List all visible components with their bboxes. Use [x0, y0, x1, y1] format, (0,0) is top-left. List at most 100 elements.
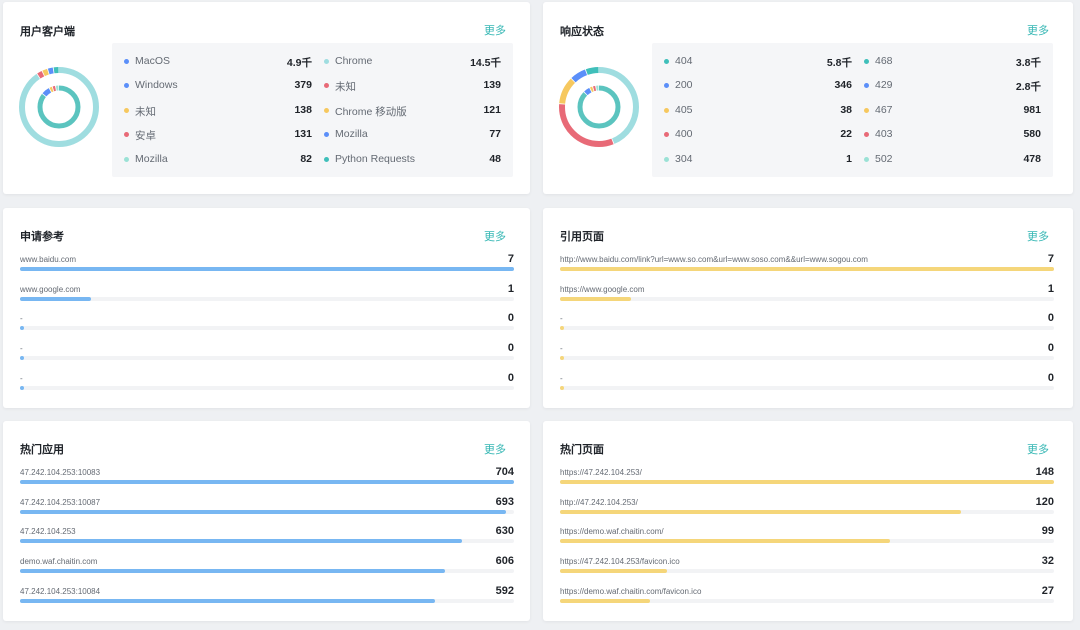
bar-label: http://47.242.104.253/: [560, 497, 638, 507]
legend-label: 404: [675, 55, 693, 67]
bar-fill: [560, 296, 631, 301]
bar-row[interactable]: http://www.baidu.com/link?url=www.so.com…: [560, 253, 1054, 277]
bar-fill: [20, 296, 91, 301]
bar-value: 0: [1047, 342, 1054, 355]
bar-track: [560, 480, 1054, 484]
donut-segment[interactable]: [577, 85, 621, 129]
status-donut-chart: [559, 67, 639, 147]
legend-item[interactable]: 400 22: [664, 127, 852, 143]
bar-row[interactable]: demo.waf.chaitin.com 606: [20, 555, 514, 579]
bar-row[interactable]: http://47.242.104.253/120: [560, 496, 1054, 520]
legend-item[interactable]: 安卓 131: [124, 127, 312, 143]
more-link[interactable]: 更多: [1027, 444, 1049, 456]
legend-item[interactable]: 未知 139: [324, 78, 501, 94]
legend-item[interactable]: 467 981: [864, 103, 1041, 119]
legend-item[interactable]: 404 5.8千: [664, 54, 852, 70]
legend-label: 未知: [135, 106, 156, 118]
legend-dot-icon: [664, 59, 669, 64]
legend-item[interactable]: 304 1: [664, 152, 852, 168]
hot-apps-card: 热门应用 更多 47.242.104.253:10083 704 47.242.10…: [3, 421, 530, 621]
bar-row[interactable]: 47.242.104.253:10083 704: [20, 466, 514, 490]
donut-segment[interactable]: [559, 67, 639, 147]
legend-label: Mozilla: [135, 153, 168, 165]
bar-value: 704: [495, 466, 514, 478]
bar-row[interactable]: -0: [20, 312, 514, 336]
legend-value: 77: [489, 128, 501, 140]
bar-fill: [560, 509, 961, 514]
bar-label: https://47.242.104.253/: [560, 468, 642, 477]
legend-value: 1: [846, 153, 852, 165]
bar-row[interactable]: www.google.com 1: [20, 283, 514, 307]
legend-item[interactable]: 未知 138: [124, 103, 312, 119]
legend-dot-icon: [324, 83, 329, 88]
legend-dot-icon: [324, 157, 329, 162]
legend-label: 502: [875, 153, 893, 165]
legend-item[interactable]: Mozilla 77: [324, 127, 501, 143]
bar-row[interactable]: -0: [560, 312, 1054, 336]
legend-label: 468: [875, 55, 893, 67]
legend-dot-icon: [324, 59, 329, 64]
legend-item[interactable]: Chrome 移动版 121: [324, 103, 501, 119]
legend-item[interactable]: 429 2.8千: [864, 78, 1041, 94]
bar-value: 630: [495, 525, 514, 538]
bar-value: 1: [1047, 282, 1054, 295]
donut-segment[interactable]: [37, 85, 81, 129]
legend-item[interactable]: 403 580: [864, 127, 1041, 143]
bar-fill: [560, 267, 1054, 271]
legend-item[interactable]: MacOS 4.9千: [124, 54, 312, 70]
bar-row[interactable]: https://47.242.104.253/148: [560, 466, 1054, 490]
more-link[interactable]: 更多: [484, 444, 506, 456]
bar-fill: [20, 598, 436, 603]
bar-label: https://47.242.104.253/favicon.ico: [560, 557, 680, 567]
bar-row[interactable]: https://47.242.104.253/favicon.ico 32: [560, 555, 1054, 579]
bar-label: 47.242.104.253: [20, 527, 76, 537]
bar-row[interactable]: -0: [20, 342, 514, 366]
legend-item[interactable]: Windows 379: [124, 78, 312, 94]
legend-item[interactable]: Chrome 14.5千: [324, 54, 501, 70]
legend-label: 403: [875, 128, 893, 140]
bar-label: -: [20, 344, 23, 354]
bar-fill: [560, 326, 564, 331]
legend-item[interactable]: 502 478: [864, 152, 1041, 168]
bar-row[interactable]: https://www.google.com 1: [560, 282, 1054, 307]
legend-dot-icon: [664, 157, 669, 162]
bar-track: [560, 326, 1054, 331]
bar-row[interactable]: -0: [20, 372, 514, 396]
legend-value: 4.9千: [286, 57, 312, 69]
bar-label: www.baidu.com: [20, 255, 77, 264]
bar-row[interactable]: 47.242.104.253 630: [20, 525, 514, 549]
more-link[interactable]: 更多: [1027, 25, 1049, 37]
more-link[interactable]: 更多: [484, 231, 506, 243]
legend-label: MacOS: [135, 55, 171, 67]
card-title: 热门应用: [20, 444, 64, 456]
referrers-card: 申请参考 更多 www.baidu.com 7 www.google.com 1-0-…: [3, 208, 530, 408]
donut-segment[interactable]: [19, 67, 99, 147]
legend-label: Mozilla: [335, 128, 368, 140]
bar-fill: [20, 267, 514, 271]
bar-row[interactable]: 47.242.104.253:10087 693: [20, 496, 514, 520]
bar-row[interactable]: -0: [560, 342, 1054, 366]
legend-item[interactable]: 200 346: [664, 78, 852, 94]
bar-row[interactable]: www.baidu.com 7: [20, 253, 514, 277]
bar-row[interactable]: https://demo.waf.chaitin.com/99: [560, 525, 1054, 549]
bar-value: 0: [507, 342, 514, 355]
legend-label: 400: [675, 128, 693, 140]
legend-dot-icon: [864, 108, 869, 113]
bar-fill: [560, 569, 667, 574]
bar-row[interactable]: 47.242.104.253:10084 592: [20, 585, 514, 609]
legend-item[interactable]: 468 3.8千: [864, 54, 1041, 70]
bar-row[interactable]: https://demo.waf.chaitin.com/favicon.ico…: [560, 585, 1054, 609]
bar-track: [560, 385, 1054, 390]
user-agent-donut-chart: [19, 67, 99, 147]
bar-label: https://demo.waf.chaitin.com/favicon.ico: [560, 586, 702, 596]
bar-label: 47.242.104.253:10083: [20, 468, 101, 477]
legend-item[interactable]: 405 38: [664, 103, 852, 119]
donut-segment[interactable]: [559, 67, 639, 147]
more-link[interactable]: 更多: [1027, 231, 1049, 243]
more-link[interactable]: 更多: [484, 25, 506, 37]
legend-value: 14.5千: [470, 57, 501, 69]
bar-track: [560, 539, 1054, 544]
legend-item[interactable]: Mozilla 82: [124, 152, 312, 168]
bar-row[interactable]: -0: [560, 372, 1054, 396]
legend-item[interactable]: Python Requests 48: [324, 152, 501, 168]
